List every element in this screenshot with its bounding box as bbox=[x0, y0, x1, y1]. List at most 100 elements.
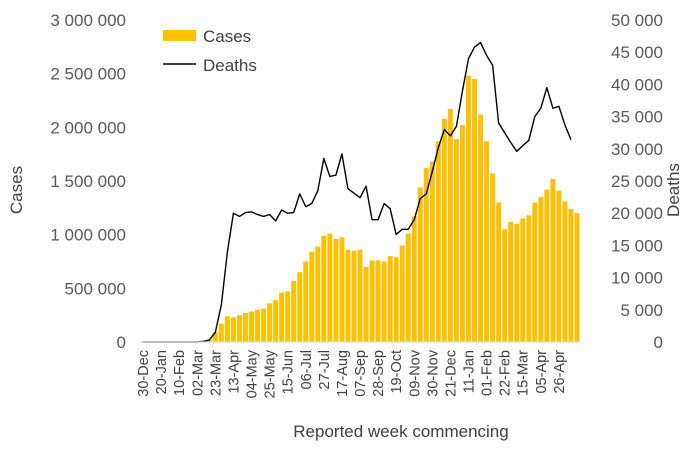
legend-cases-swatch bbox=[163, 30, 196, 41]
right-tick-label: 30 000 bbox=[611, 140, 663, 159]
cases-bar bbox=[369, 260, 375, 342]
left-tick-label: 500 000 bbox=[65, 279, 126, 298]
cases-bar bbox=[224, 316, 230, 342]
cases-bar bbox=[574, 213, 580, 342]
cases-bar bbox=[249, 311, 254, 342]
left-tick-label: 2 000 000 bbox=[50, 118, 126, 137]
cases-bar bbox=[267, 303, 273, 342]
cases-bar bbox=[466, 75, 471, 342]
cases-bar bbox=[459, 125, 465, 342]
x-tick-label: 22-Feb bbox=[498, 350, 514, 396]
cases-bar bbox=[327, 233, 333, 342]
cases-bar bbox=[236, 315, 242, 342]
cases-bar bbox=[351, 250, 357, 342]
x-tick-label: 20-Jan bbox=[154, 350, 170, 394]
cases-bar bbox=[399, 245, 405, 342]
left-tick-label: 2 500 000 bbox=[50, 65, 126, 84]
cases-bar bbox=[544, 189, 550, 342]
cases-bar bbox=[339, 237, 345, 342]
cases-bar bbox=[261, 308, 267, 342]
cases-bar bbox=[321, 235, 327, 342]
left-axis-ticks: 0 500 000 1 000 000 1 500 000 2 000 000 2 500… bbox=[50, 11, 126, 352]
cases-bar bbox=[502, 229, 508, 342]
legend: Cases Deaths bbox=[163, 27, 257, 75]
x-axis-title: Reported week commencing bbox=[293, 422, 508, 441]
left-tick-label: 1 500 000 bbox=[50, 172, 126, 191]
right-tick-label: 35 000 bbox=[611, 108, 663, 127]
right-axis-ticks: 0 5 000 10 000 15 000 20 000 25 000 30 000 35 0… bbox=[611, 11, 663, 352]
cases-bar bbox=[303, 261, 309, 342]
x-tick-label: 28-Sep bbox=[371, 350, 387, 397]
cases-bar bbox=[212, 332, 218, 342]
right-tick-label: 5 000 bbox=[620, 301, 663, 320]
cases-bar bbox=[435, 141, 441, 342]
right-tick-label: 45 000 bbox=[611, 43, 663, 62]
cases-bar bbox=[381, 261, 387, 342]
x-tick-label: 15-Jun bbox=[281, 350, 297, 394]
right-tick-label: 0 bbox=[654, 333, 663, 352]
deaths-line bbox=[143, 41, 572, 343]
right-tick-label: 15 000 bbox=[611, 236, 663, 255]
cases-bar bbox=[417, 187, 423, 342]
x-tick-label: 07-Sep bbox=[353, 350, 369, 397]
x-tick-label: 09-Nov bbox=[407, 349, 423, 396]
cases-bar bbox=[255, 309, 260, 342]
cases-bar bbox=[508, 221, 514, 342]
cases-bar bbox=[206, 339, 212, 342]
x-tick-label: 06-Jul bbox=[299, 350, 315, 390]
x-tick-label: 10-Feb bbox=[172, 350, 188, 396]
cases-bar bbox=[333, 238, 339, 342]
right-tick-label: 40 000 bbox=[611, 75, 663, 94]
right-tick-label: 50 000 bbox=[611, 11, 663, 30]
right-tick-label: 20 000 bbox=[611, 204, 663, 223]
cases-bar bbox=[375, 260, 381, 342]
cases-bar bbox=[393, 257, 399, 342]
cases-bar bbox=[230, 317, 236, 342]
x-tick-label: 26-Apr bbox=[552, 350, 568, 394]
cases-bar bbox=[538, 197, 544, 342]
cases-bar bbox=[357, 249, 363, 342]
legend-cases-label: Cases bbox=[203, 27, 251, 46]
x-tick-label: 23-Mar bbox=[208, 350, 224, 396]
cases-bar bbox=[405, 233, 411, 342]
cases-bar bbox=[550, 178, 556, 342]
x-tick-label: 01-Feb bbox=[480, 350, 496, 396]
cases-bar bbox=[273, 300, 279, 342]
cases-bar bbox=[315, 246, 321, 342]
left-axis-title: Cases bbox=[7, 166, 26, 214]
x-tick-label: 19-Oct bbox=[389, 350, 405, 394]
x-tick-label: 15-Mar bbox=[516, 350, 532, 396]
x-tick-label: 25-May bbox=[263, 349, 279, 398]
legend-deaths-label: Deaths bbox=[203, 56, 257, 75]
cases-bars bbox=[200, 75, 580, 342]
cases-bar bbox=[556, 190, 562, 342]
x-tick-label: 05-Apr bbox=[534, 350, 550, 394]
left-tick-label: 1 000 000 bbox=[50, 226, 126, 245]
cases-bar bbox=[520, 218, 526, 342]
cases-bar bbox=[297, 272, 303, 342]
cases-bar bbox=[429, 161, 435, 342]
cases-bar bbox=[453, 139, 459, 342]
cases-bar bbox=[309, 251, 315, 342]
x-tick-label: 04-May bbox=[245, 349, 261, 398]
cases-bar bbox=[411, 216, 417, 342]
cases-bar bbox=[291, 280, 297, 342]
left-tick-label: 3 000 000 bbox=[50, 11, 126, 30]
cases-bar bbox=[562, 201, 568, 342]
cases-bar bbox=[484, 141, 490, 342]
cases-bar bbox=[478, 114, 484, 342]
cases-bar bbox=[532, 202, 538, 342]
x-tick-label: 11-Jan bbox=[461, 350, 477, 393]
cases-bar bbox=[490, 173, 496, 342]
x-tick-label: 27-Jul bbox=[317, 350, 333, 390]
cases-bar bbox=[472, 79, 477, 342]
cases-bar bbox=[218, 323, 224, 342]
cases-bar bbox=[279, 292, 285, 342]
right-axis-title: Deaths bbox=[664, 163, 683, 217]
x-tick-label: 02-Mar bbox=[190, 350, 206, 396]
cases-bar bbox=[447, 109, 453, 342]
cases-bar bbox=[387, 256, 393, 342]
left-tick-label: 0 bbox=[117, 333, 126, 352]
cases-bar bbox=[441, 118, 447, 342]
